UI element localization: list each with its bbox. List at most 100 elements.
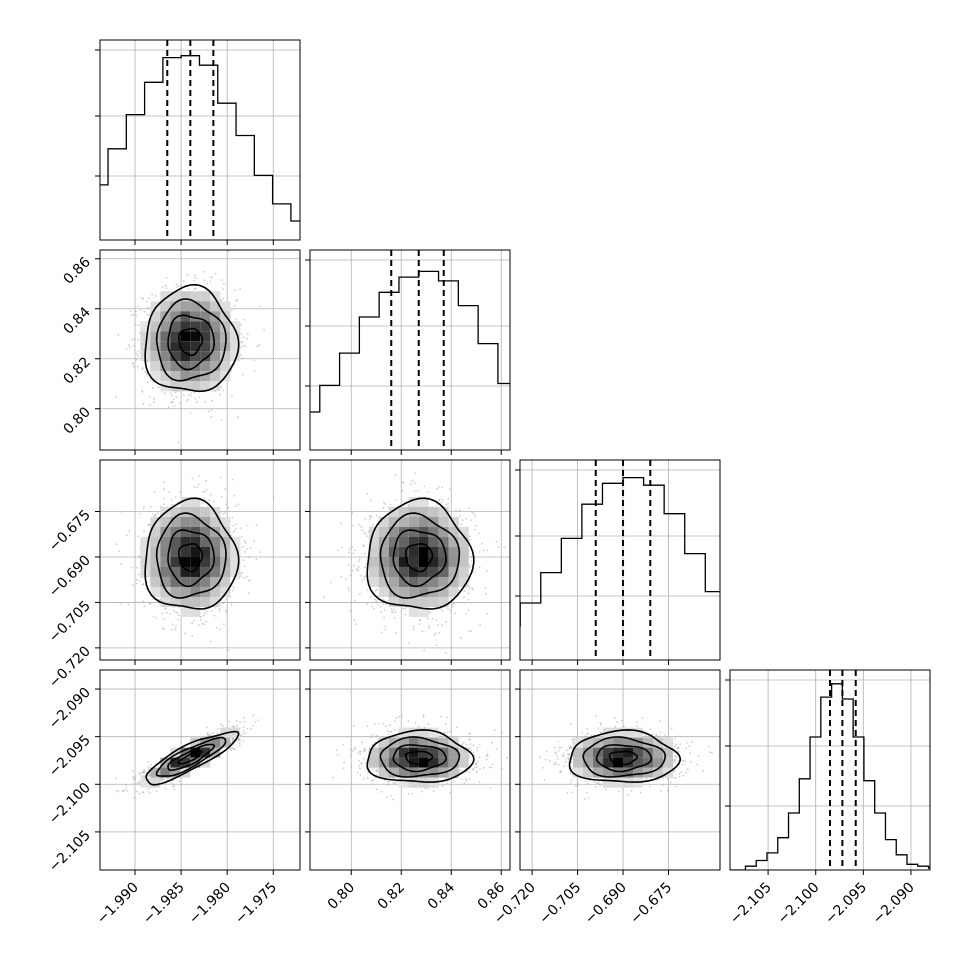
sample-point: [153, 398, 155, 400]
sample-point: [477, 532, 480, 535]
density-cell: [190, 351, 201, 362]
sample-point: [183, 279, 185, 282]
sample-point: [475, 771, 478, 774]
sample-point: [404, 607, 407, 610]
density-cell: [428, 506, 439, 517]
sample-point: [247, 592, 250, 594]
sample-point: [435, 644, 438, 647]
sample-point: [586, 732, 589, 735]
sample-point: [596, 782, 598, 785]
sample-point: [460, 523, 463, 526]
density-cell: [180, 321, 191, 332]
sample-point: [231, 395, 233, 398]
sample-point: [213, 500, 215, 503]
sample-point: [369, 514, 371, 517]
sample-point: [115, 777, 117, 780]
density-cell: [160, 586, 171, 597]
sample-point: [184, 632, 186, 635]
sample-point: [682, 763, 684, 766]
sample-point: [570, 761, 573, 764]
sample-point: [147, 297, 150, 300]
sample-point: [147, 306, 150, 309]
sample-point: [239, 288, 242, 291]
density-cell: [448, 546, 459, 557]
density-cell: [408, 727, 419, 738]
density-cell: [210, 351, 221, 362]
sample-point: [253, 540, 256, 542]
sample-point: [684, 760, 687, 763]
density-cell: [428, 576, 439, 587]
sample-point: [336, 749, 338, 751]
sample-point: [151, 293, 154, 296]
density-cell: [230, 546, 241, 557]
density-cell: [180, 301, 191, 312]
sample-point: [670, 727, 673, 730]
sample-point: [595, 715, 597, 718]
sample-point: [150, 764, 152, 766]
sample-point: [331, 776, 334, 779]
contour-line: [167, 314, 216, 371]
sample-point: [235, 725, 238, 727]
density-cell: [378, 556, 389, 567]
density-cell: [448, 536, 459, 547]
sample-point: [470, 630, 472, 632]
density-cell: [150, 767, 161, 778]
density-cell: [200, 361, 211, 372]
density-cell: [408, 506, 419, 517]
density-cell: [180, 576, 191, 587]
sample-point: [677, 759, 680, 762]
sample-point: [623, 725, 625, 728]
sample-point: [203, 279, 206, 282]
sample-point: [193, 486, 196, 488]
sample-point: [198, 624, 201, 626]
density-cell: [180, 536, 191, 547]
sample-point: [463, 601, 465, 604]
sample-point: [478, 743, 481, 746]
sample-point: [685, 741, 688, 744]
density-cell: [613, 777, 624, 788]
sample-point: [189, 412, 192, 415]
density-cell: [170, 321, 181, 332]
sample-point: [153, 401, 156, 404]
sample-point: [234, 299, 237, 302]
sample-point: [235, 578, 238, 580]
sample-point: [401, 480, 404, 483]
density-cell: [190, 566, 201, 577]
sample-point: [460, 769, 462, 772]
sample-point: [366, 589, 369, 591]
sample-point: [447, 502, 450, 505]
sample-point: [155, 617, 157, 620]
x-tick-label: −2.100: [775, 880, 823, 928]
sample-point: [630, 790, 633, 792]
panel-3-1: 0.80 0.82 0.84 0.86: [305, 669, 511, 913]
density-cell: [180, 747, 191, 758]
density-cell: [200, 526, 211, 537]
sample-point: [635, 725, 638, 728]
sample-point: [370, 736, 372, 739]
sample-point: [641, 717, 644, 720]
density-cell: [210, 291, 221, 302]
sample-point: [229, 747, 232, 750]
sample-point: [389, 503, 392, 506]
density-cell: [150, 341, 161, 352]
sample-point: [556, 757, 559, 760]
density-cell: [190, 321, 201, 332]
sample-point: [163, 392, 166, 394]
sample-point: [135, 359, 138, 361]
sample-point: [220, 386, 222, 389]
density-cell: [190, 311, 201, 322]
density-cell: [398, 767, 409, 778]
sample-point: [136, 782, 139, 785]
density-cell: [388, 516, 399, 527]
sample-point: [482, 549, 485, 552]
density-cell: [603, 777, 614, 788]
density-cell: [408, 767, 419, 778]
sample-point: [132, 365, 135, 368]
sample-point: [120, 510, 122, 513]
sample-point: [140, 775, 143, 777]
density-cell: [180, 566, 191, 577]
contour-line: [155, 736, 227, 777]
sample-point: [235, 505, 237, 507]
sample-point: [438, 499, 440, 502]
density-cell: [200, 556, 211, 567]
